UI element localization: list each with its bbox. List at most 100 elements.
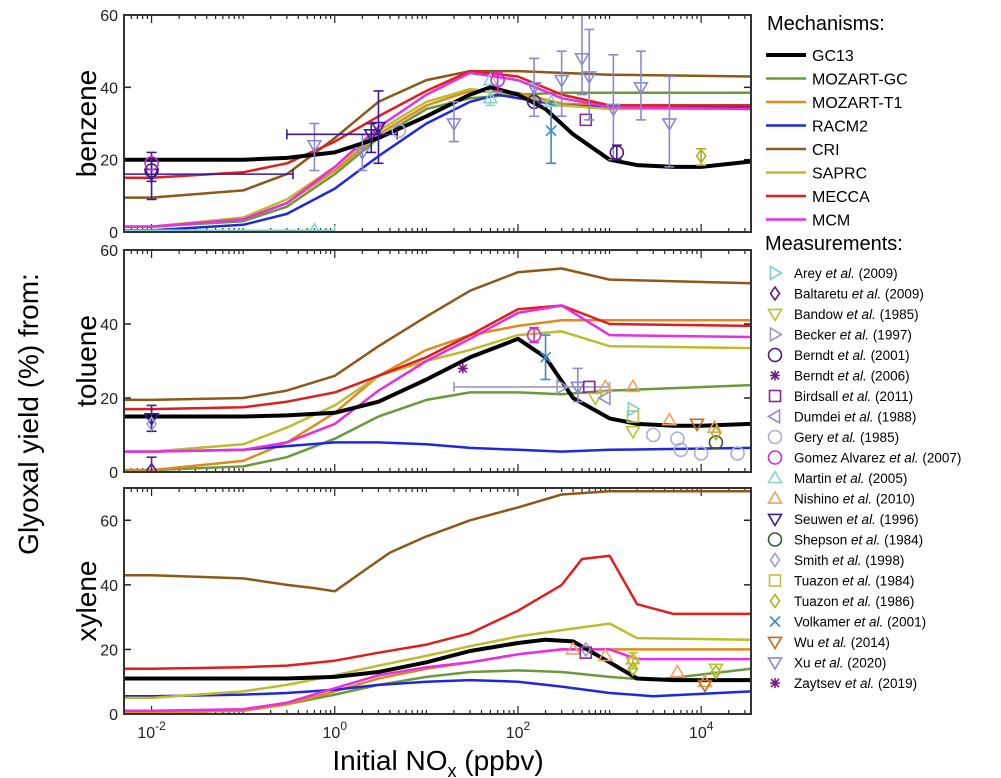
x-axis-title-main: Initial NO (332, 745, 447, 776)
y-axis-title: Glyoxal yield (%) from: (13, 273, 44, 555)
legend-measurement-label: Nishino et al. (2010) (794, 492, 915, 507)
measurement-point (706, 419, 723, 433)
legend-marker (767, 429, 783, 445)
legend-label-mcm: MCM (812, 213, 850, 230)
legend-marker (770, 370, 780, 381)
measurement-point (597, 378, 614, 393)
x-axis-title: Initial NOx (ppbv) (332, 745, 543, 778)
measurement-point (689, 418, 705, 432)
measurement-point (391, 123, 407, 139)
measurement-point (627, 660, 639, 677)
panel-toluene: 0 20 40 60 toluene (71, 243, 752, 482)
measurement-point (697, 679, 713, 694)
measurement-point (695, 148, 707, 164)
legend-measurement-label: Tuazon et al. (1986) (794, 594, 914, 609)
measurement-point (633, 81, 649, 96)
legend-measurement-label: Gomez Alvarez et al. (2007) (794, 451, 961, 466)
legend-marker (767, 469, 783, 484)
measurements (565, 641, 724, 694)
measurement-point (574, 53, 590, 67)
legend-measurement-label: Dumdei et al. (1988) (794, 410, 916, 425)
measurement-point (482, 90, 499, 104)
measurement-point (625, 656, 641, 671)
legend-measurement-label: Seuwen et al. (1996) (794, 512, 919, 527)
legend-marker (767, 657, 783, 671)
series-line-mozart-t1 (124, 319, 751, 472)
x-axis-title-sub: x (448, 761, 457, 778)
legend-marker (767, 308, 783, 323)
y-tick-label: 60 (100, 8, 118, 25)
series-line-mozart-gc (124, 91, 751, 228)
series-line-mecca (124, 554, 751, 671)
measurement-point (627, 401, 642, 417)
series-line-saprc (124, 87, 751, 228)
legend-measurement-label: Birdsall et al. (2011) (794, 389, 913, 404)
legend-marker (768, 574, 782, 587)
series-line-mecca (124, 69, 751, 180)
legend-marker (769, 285, 781, 302)
measurement-point (545, 125, 557, 137)
legend-measurement-label: Smith et al. (1998) (794, 553, 904, 568)
series-line-gc13 (124, 637, 751, 683)
measurement-point (597, 390, 611, 406)
measurement-point (556, 379, 570, 395)
measurement-point (482, 72, 499, 86)
series-line-cri (124, 267, 751, 402)
measurement-point (306, 139, 323, 154)
measurement-point (661, 118, 678, 132)
panels: 0 20 40 60 benzene 0 20 40 60 toluene 0 20 40 60 xylen… (71, 8, 752, 742)
x-tick-label: 104 (689, 719, 714, 742)
series-line-mozart-gc (124, 667, 751, 714)
x-tick-label: 10-2 (137, 719, 166, 742)
measurement-point (144, 155, 159, 171)
legend-marker (769, 615, 781, 628)
series-line-saprc (124, 330, 751, 453)
y-tick-label: 20 (100, 642, 118, 659)
measurements (143, 326, 745, 472)
measurement-point (693, 446, 709, 461)
y-tick-label: 20 (100, 391, 118, 408)
measurement-point (579, 646, 593, 659)
measurement-point (565, 641, 582, 655)
legend-measurement-label: Arey et al. (2009) (794, 266, 898, 281)
legend-marker (767, 532, 783, 547)
y-tick-label: 60 (100, 243, 118, 260)
measurement-point (146, 462, 158, 472)
legend-measurements-title: Measurements: (765, 233, 903, 255)
series-line-gc13 (124, 85, 751, 169)
legend-measurement-label: Zaytsev et al. (2019) (794, 676, 917, 691)
measurement-point (609, 145, 625, 160)
x-axis-title-unit: (ppbv) (457, 745, 544, 776)
measurement-point (582, 380, 596, 394)
legend-measurement-label: Martin et al. (2005) (794, 471, 907, 486)
panel-xylene: 0 20 40 60 xylene (71, 487, 752, 724)
measurement-point (673, 442, 689, 458)
y-tick-label: 20 (100, 153, 118, 170)
legend-marker (770, 678, 780, 688)
series-lines (124, 69, 751, 232)
series-line-gc13 (124, 336, 751, 428)
legend-measurement-label: Gery et al. (1985) (794, 430, 899, 445)
panel-label-toluene: toluene (71, 315, 102, 407)
panel-frame (123, 487, 752, 715)
y-tick-label: 0 (109, 225, 118, 242)
measurement-point (490, 72, 505, 88)
measurement-point (370, 121, 387, 136)
legend-label-cri: CRI (812, 142, 840, 159)
legend-marker (769, 593, 781, 609)
panel-label-xylene: xylene (71, 561, 102, 642)
series-line-cri (124, 69, 751, 199)
measurements (124, 15, 707, 232)
measurement-point (308, 222, 321, 232)
panel-benzene: 0 20 40 60 benzene (71, 8, 752, 242)
legend: Mechanisms: Measurements: GC13 MOZART-GC M… (765, 13, 961, 691)
measurement-point (146, 416, 158, 432)
measurement-point (710, 425, 722, 442)
measurement-point (625, 425, 641, 440)
legend-marker (769, 552, 781, 568)
measurement-point (626, 410, 640, 423)
legend-label-saprc: SAPRC (812, 166, 867, 183)
panel-label-benzene: benzene (71, 70, 102, 177)
measurement-point (354, 147, 371, 161)
